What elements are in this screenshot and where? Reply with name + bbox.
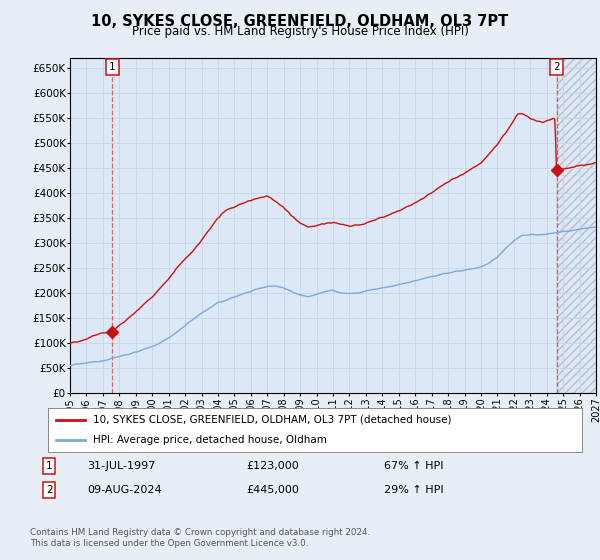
Text: £123,000: £123,000 [246,461,299,471]
Text: 1: 1 [109,62,116,72]
Text: 1: 1 [46,461,53,471]
Text: 67% ↑ HPI: 67% ↑ HPI [384,461,443,471]
Text: 09-AUG-2024: 09-AUG-2024 [87,485,161,495]
Text: 2: 2 [553,62,560,72]
Text: 10, SYKES CLOSE, GREENFIELD, OLDHAM, OL3 7PT (detached house): 10, SYKES CLOSE, GREENFIELD, OLDHAM, OL3… [94,415,452,425]
Text: 29% ↑ HPI: 29% ↑ HPI [384,485,443,495]
Text: 10, SYKES CLOSE, GREENFIELD, OLDHAM, OL3 7PT: 10, SYKES CLOSE, GREENFIELD, OLDHAM, OL3… [91,14,509,29]
Text: 31-JUL-1997: 31-JUL-1997 [87,461,155,471]
Text: HPI: Average price, detached house, Oldham: HPI: Average price, detached house, Oldh… [94,435,327,445]
Text: Contains HM Land Registry data © Crown copyright and database right 2024.
This d: Contains HM Land Registry data © Crown c… [30,528,370,548]
Text: 2: 2 [46,485,53,495]
Text: £445,000: £445,000 [246,485,299,495]
Text: Price paid vs. HM Land Registry's House Price Index (HPI): Price paid vs. HM Land Registry's House … [131,25,469,38]
